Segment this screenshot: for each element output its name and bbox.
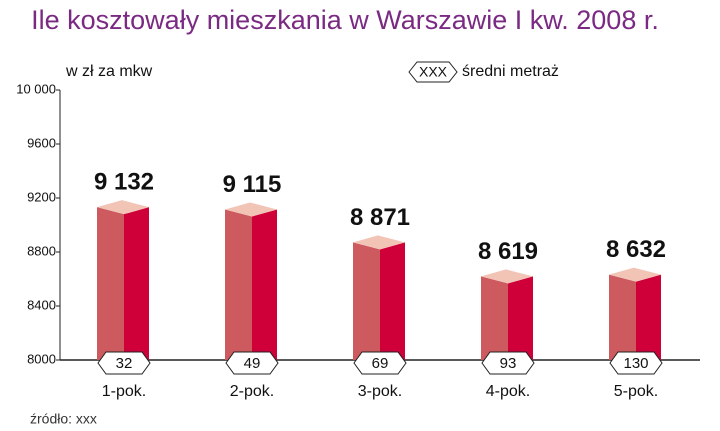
x-tick-label: 5-pok. bbox=[614, 383, 658, 400]
x-tick-label: 3-pok. bbox=[358, 383, 402, 400]
bar-front bbox=[609, 274, 636, 360]
legend-label: średni metraż bbox=[462, 63, 559, 80]
bar bbox=[353, 235, 405, 360]
value-label: 8 871 bbox=[350, 204, 410, 231]
bar bbox=[97, 200, 149, 360]
y-tick-label: 8400 bbox=[27, 297, 56, 312]
bar-top bbox=[481, 269, 533, 284]
x-tick-label: 2-pok. bbox=[230, 383, 274, 400]
area-box bbox=[481, 351, 535, 375]
bar-top bbox=[609, 267, 661, 282]
area-box bbox=[353, 351, 407, 375]
y-axis-label: w zł za mkw bbox=[65, 63, 153, 80]
area-box bbox=[97, 351, 151, 375]
legend-symbol-text: XXX bbox=[419, 64, 448, 80]
bar-side bbox=[380, 242, 405, 360]
area-box bbox=[609, 351, 663, 375]
x-tick-label: 1-pok. bbox=[102, 383, 146, 400]
y-tick-label: 10 000 bbox=[16, 81, 56, 96]
chart-title: Ile kosztowały mieszkania w Warszawie I … bbox=[31, 5, 659, 35]
bar-side bbox=[252, 209, 277, 360]
y-tick-label: 8000 bbox=[27, 351, 56, 366]
bar bbox=[481, 269, 533, 360]
bar-top bbox=[97, 200, 149, 215]
value-label: 8 632 bbox=[606, 236, 666, 263]
area-value: 32 bbox=[116, 355, 133, 372]
value-label: 9 115 bbox=[223, 171, 282, 198]
bar bbox=[225, 202, 277, 360]
y-tick-label: 9600 bbox=[27, 135, 56, 150]
area-value: 69 bbox=[372, 355, 389, 372]
bar-side bbox=[124, 207, 149, 360]
bar-front bbox=[481, 276, 508, 360]
y-tick-label: 9200 bbox=[27, 189, 56, 204]
y-tick-label: 8800 bbox=[27, 243, 56, 258]
bar-front bbox=[97, 207, 124, 360]
area-value: 93 bbox=[500, 355, 517, 372]
area-value: 130 bbox=[623, 355, 648, 372]
x-tick-label: 4-pok. bbox=[486, 383, 530, 400]
bar-front bbox=[225, 209, 252, 360]
bar-side bbox=[508, 276, 533, 360]
value-label: 8 619 bbox=[478, 238, 538, 265]
area-box bbox=[225, 351, 279, 375]
bar bbox=[609, 267, 661, 360]
bar-front bbox=[353, 242, 380, 360]
bar-top bbox=[225, 202, 277, 217]
area-value: 49 bbox=[244, 355, 261, 372]
bar-top bbox=[353, 235, 405, 250]
value-label: 9 132 bbox=[94, 169, 154, 196]
source: źródło: xxx bbox=[30, 411, 97, 427]
legend-symbol bbox=[408, 61, 458, 83]
bar-side bbox=[636, 274, 661, 360]
